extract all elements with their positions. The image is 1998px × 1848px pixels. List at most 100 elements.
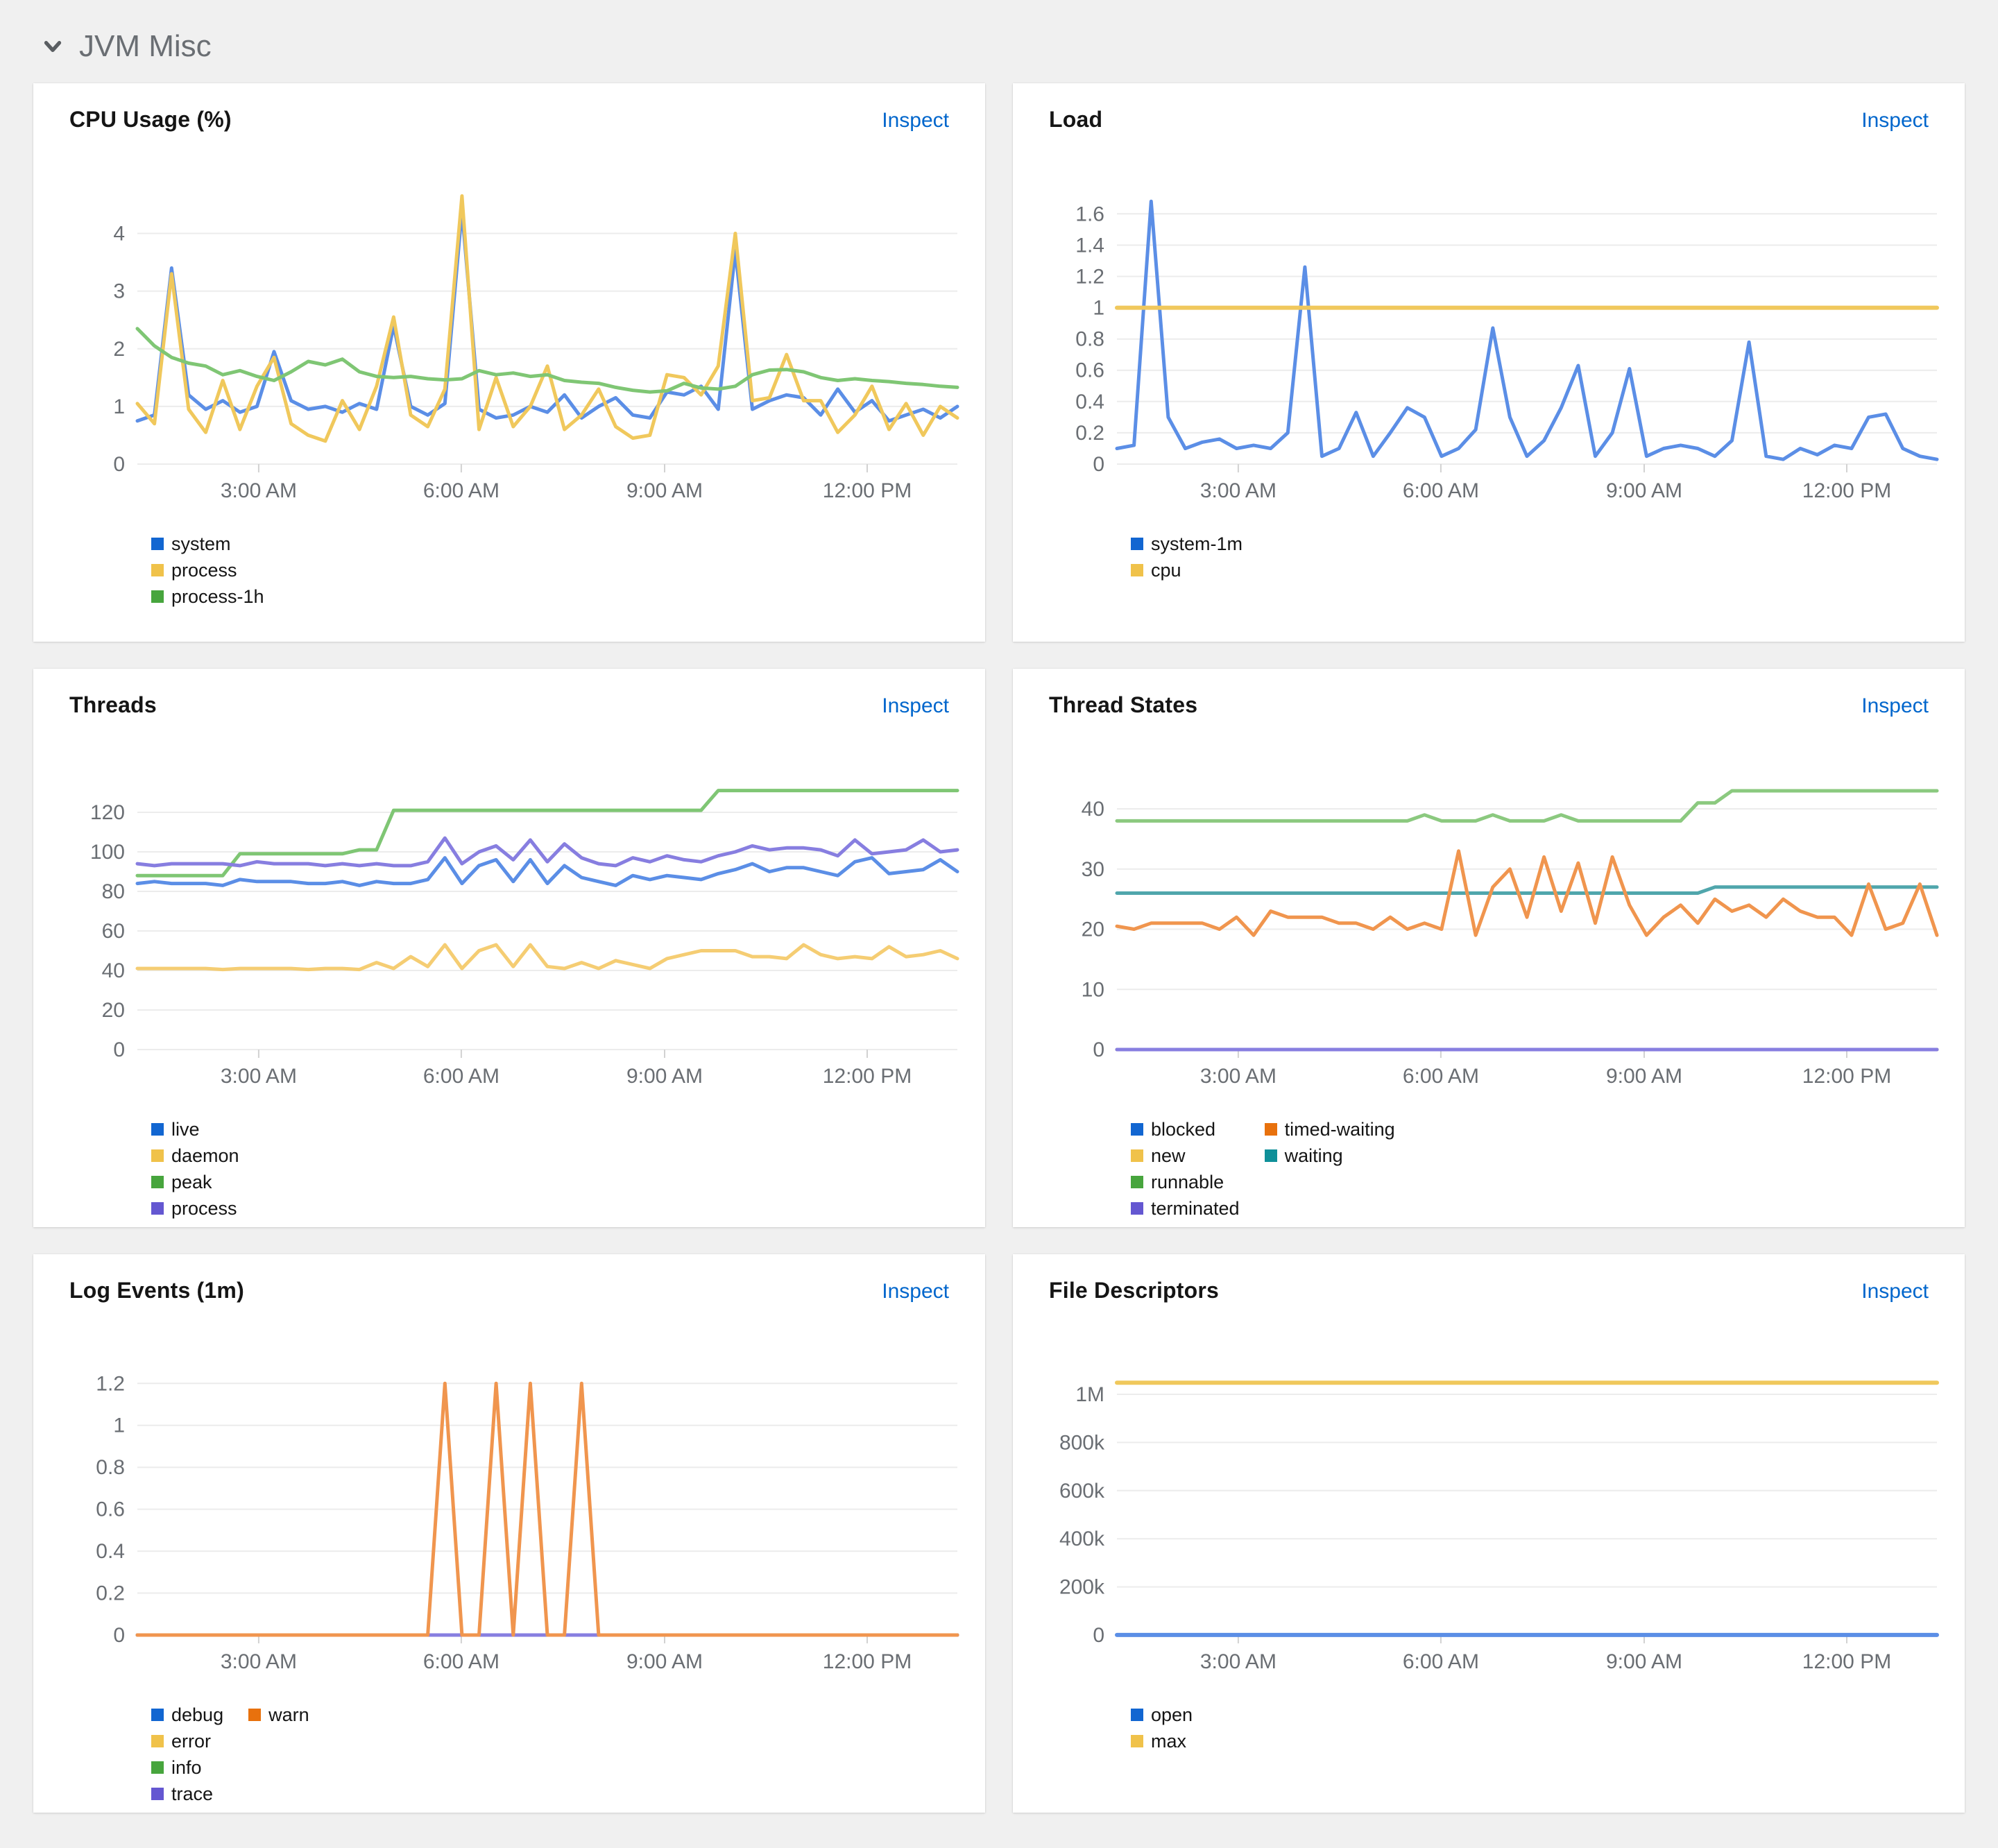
legend-swatch	[151, 1149, 164, 1162]
series-line-peak	[135, 789, 959, 878]
y-axis-tick-label: 0	[113, 1624, 125, 1647]
legend-swatch	[1131, 564, 1143, 576]
legend-item-max[interactable]: max	[1131, 1728, 1193, 1754]
x-axis-tick-label: 3:00 AM	[221, 1065, 297, 1088]
legend-item-new[interactable]: new	[1131, 1143, 1240, 1169]
legend-label: warn	[268, 1704, 309, 1725]
y-axis-tick-label: 1	[1093, 297, 1104, 320]
legend-label: live	[171, 1118, 200, 1140]
x-axis-tick-label: 9:00 AM	[626, 1650, 703, 1673]
panel-header: File Descriptors Inspect	[1049, 1278, 1929, 1303]
x-axis-tick-label: 9:00 AM	[626, 1065, 703, 1088]
y-axis-tick-label: 1M	[1075, 1383, 1104, 1406]
y-axis-tick-label: 0.6	[1075, 359, 1104, 382]
panel-load: Load Inspect system-1m cpu 0 0.2 0.4 0.6 0.8 1…	[1013, 83, 1965, 642]
inspect-link[interactable]: Inspect	[882, 109, 949, 132]
y-axis-tick-label: 200k	[1059, 1576, 1105, 1599]
legend-item-live[interactable]: live	[151, 1116, 239, 1143]
y-axis-tick-label: 30	[1082, 858, 1104, 881]
inspect-link[interactable]: Inspect	[882, 694, 949, 717]
y-axis-tick-label: 40	[102, 959, 125, 982]
chart-canvas-load: 0 0.2 0.4 0.6 0.8 1 1.2 1.4 1.6 3:00 AM 6:00 AM 9:0…	[1075, 199, 1939, 502]
series-line-warn	[135, 1381, 959, 1637]
legend-label: process	[171, 1197, 237, 1219]
legend-label: open	[1151, 1704, 1193, 1725]
inspect-link[interactable]: Inspect	[1861, 1280, 1929, 1303]
legend-item-system[interactable]: system	[151, 531, 264, 557]
legend-item-open[interactable]: open	[1131, 1702, 1193, 1728]
x-axis-tick-label: 6:00 AM	[423, 1650, 500, 1673]
legend-label: waiting	[1284, 1145, 1343, 1166]
section-collapse-button[interactable]	[40, 34, 65, 59]
inspect-link[interactable]: Inspect	[1861, 694, 1929, 717]
panel-title: CPU Usage (%)	[69, 107, 232, 132]
y-axis-tick-label: 0.8	[96, 1456, 125, 1479]
series-line-runnable	[1115, 789, 1939, 823]
x-axis-tick-label: 3:00 AM	[1200, 479, 1276, 502]
legend-item-terminated[interactable]: terminated	[1131, 1195, 1240, 1222]
legend-swatch	[151, 1123, 164, 1136]
y-axis-tick-label: 1.2	[96, 1372, 125, 1395]
y-axis-tick-label: 1	[113, 395, 125, 418]
legend-item-info[interactable]: info	[151, 1754, 223, 1781]
legend-swatch	[1131, 1202, 1143, 1215]
legend-label: new	[1151, 1145, 1186, 1166]
legend-item-debug[interactable]: debug	[151, 1702, 223, 1728]
legend-column: system process process-1h	[151, 531, 264, 610]
legend-swatch	[151, 538, 164, 550]
chart-legend: blocked new runnable terminated timed-waitin…	[1131, 1116, 1395, 1222]
x-axis-tick-label: 3:00 AM	[221, 1650, 297, 1673]
x-axis-tick-label: 12:00 PM	[823, 1065, 912, 1088]
y-axis-tick-label: 10	[1082, 978, 1104, 1001]
legend-swatch	[151, 1176, 164, 1188]
legend-label: debug	[171, 1704, 224, 1725]
y-axis-tick-label: 0	[113, 453, 125, 476]
legend-label: process-1h	[171, 585, 264, 607]
legend-item-runnable[interactable]: runnable	[1131, 1169, 1240, 1195]
legend-swatch	[151, 1788, 164, 1800]
legend-swatch	[151, 1202, 164, 1215]
panel-title: File Descriptors	[1049, 1278, 1220, 1303]
y-axis-tick-label: 0	[113, 1038, 125, 1061]
legend-swatch	[1131, 538, 1143, 550]
legend-column: warn	[248, 1702, 309, 1728]
panel-title: Log Events (1m)	[69, 1278, 244, 1303]
legend-item-error[interactable]: error	[151, 1728, 223, 1754]
y-axis-tick-label: 20	[1082, 918, 1104, 941]
legend-item-process[interactable]: process	[151, 557, 264, 583]
y-axis-tick-label: 600k	[1059, 1480, 1105, 1503]
legend-item-system-1m[interactable]: system-1m	[1131, 531, 1243, 557]
chart-legend: debug error info trace warn	[151, 1702, 309, 1807]
legend-item-waiting[interactable]: waiting	[1264, 1143, 1395, 1169]
x-axis-tick-label: 9:00 AM	[626, 479, 703, 502]
dashboard-grid: CPU Usage (%) Inspect system process proce…	[33, 83, 1965, 1813]
legend-item-trace[interactable]: trace	[151, 1781, 223, 1807]
legend-item-process-1h[interactable]: process-1h	[151, 583, 264, 610]
legend-column: timed-waiting waiting	[1264, 1116, 1395, 1169]
panel-title: Threads	[69, 692, 157, 717]
legend-item-timed-waiting[interactable]: timed-waiting	[1264, 1116, 1395, 1143]
legend-item-daemon[interactable]: daemon	[151, 1143, 239, 1169]
inspect-link[interactable]: Inspect	[1861, 109, 1929, 132]
legend-label: blocked	[1151, 1118, 1216, 1140]
x-axis-tick-label: 6:00 AM	[1403, 1065, 1479, 1088]
legend-item-process[interactable]: process	[151, 1195, 239, 1222]
legend-item-blocked[interactable]: blocked	[1131, 1116, 1240, 1143]
x-axis-tick-label: 3:00 AM	[1200, 1065, 1276, 1088]
legend-column: debug error info trace	[151, 1702, 223, 1807]
legend-label: info	[171, 1756, 202, 1778]
legend-item-warn[interactable]: warn	[248, 1702, 309, 1728]
series-line-process	[135, 194, 959, 443]
legend-swatch	[1131, 1149, 1143, 1162]
legend-item-cpu[interactable]: cpu	[1131, 557, 1243, 583]
panel-thread-states: Thread States Inspect blocked new runnable…	[1013, 669, 1965, 1227]
section-title: JVM Misc	[79, 29, 212, 63]
legend-swatch	[151, 1735, 164, 1747]
legend-column: system-1m cpu	[1131, 531, 1243, 583]
y-axis-tick-label: 0	[1093, 1038, 1104, 1061]
x-axis-tick-label: 12:00 PM	[823, 1650, 912, 1673]
legend-label: cpu	[1151, 559, 1181, 581]
inspect-link[interactable]: Inspect	[882, 1280, 949, 1303]
y-axis-tick-label: 0	[1093, 453, 1104, 476]
legend-item-peak[interactable]: peak	[151, 1169, 239, 1195]
